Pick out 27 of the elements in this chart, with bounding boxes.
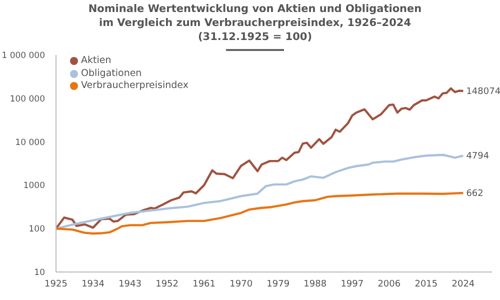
legend-label: Verbraucherpreisindex xyxy=(80,80,188,92)
y-tick-label: 1 000 000 xyxy=(2,51,45,61)
data-label: 148074 xyxy=(466,87,500,97)
x-tick-label: 1943 xyxy=(118,279,142,290)
x-tick-label: 2006 xyxy=(378,279,401,290)
legend-label: Obligationen xyxy=(80,68,143,80)
y-tick-label: 10 xyxy=(34,268,45,278)
y-tick-label: 100 000 xyxy=(10,94,45,104)
y-tick-label: 100 xyxy=(28,224,45,235)
x-tick-label: 1925 xyxy=(44,279,68,290)
chart-title: Nominale Wertentwicklung von Aktien und Obligationen im Vergleich zum Verbraucherpreisindex, 1926–2024 (31.12.1925 = 100) xyxy=(87,2,423,44)
x-tick-label: 1961 xyxy=(192,279,216,290)
x-tick-label: 1970 xyxy=(230,279,253,290)
data-label: 662 xyxy=(466,188,484,199)
x-tick-label: 2015 xyxy=(414,279,438,290)
x-tick-label: 1997 xyxy=(340,279,364,290)
line-series xyxy=(56,192,464,235)
line-series xyxy=(56,154,464,230)
y-tick-label: 1000 xyxy=(23,181,45,192)
x-tick-label: 1988 xyxy=(304,279,327,290)
x-tick-label: 1952 xyxy=(156,279,179,290)
x-tick-label: 2024 xyxy=(452,279,475,290)
y-tick-label: 10 000 xyxy=(15,138,45,148)
data-label: 4794 xyxy=(466,152,490,162)
x-tick-label: 1934 xyxy=(82,279,105,290)
legend-label: Aktien xyxy=(80,55,112,68)
x-tick-label: 1979 xyxy=(266,279,290,290)
